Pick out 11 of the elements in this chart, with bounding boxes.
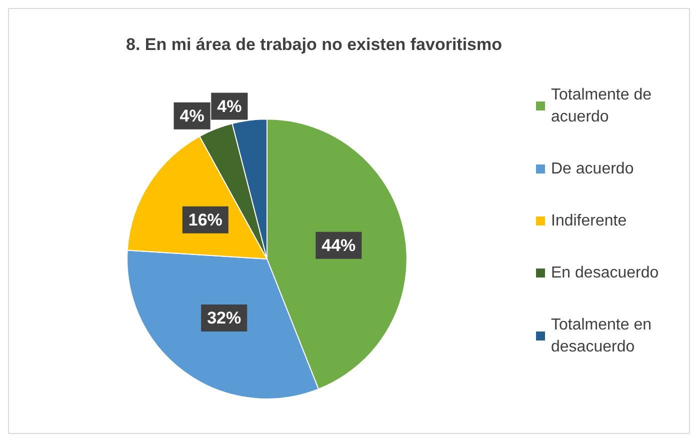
legend-label: De acuerdo	[551, 160, 634, 178]
legend-label: Totalmente en desacuerdo	[551, 316, 656, 356]
data-label: 32%	[207, 308, 242, 328]
data-label: 16%	[188, 210, 222, 230]
legend-label: Totalmente de acuerdo	[551, 86, 656, 126]
legend-label: En desacuerdo	[551, 264, 659, 282]
data-label: 4%	[217, 96, 242, 116]
legend-label: Indiferente	[551, 212, 627, 230]
data-label: 4%	[180, 106, 204, 126]
chart-title: 8. En mi área de trabajo no existen favoritismo	[126, 35, 502, 54]
data-label: 44%	[322, 236, 356, 255]
